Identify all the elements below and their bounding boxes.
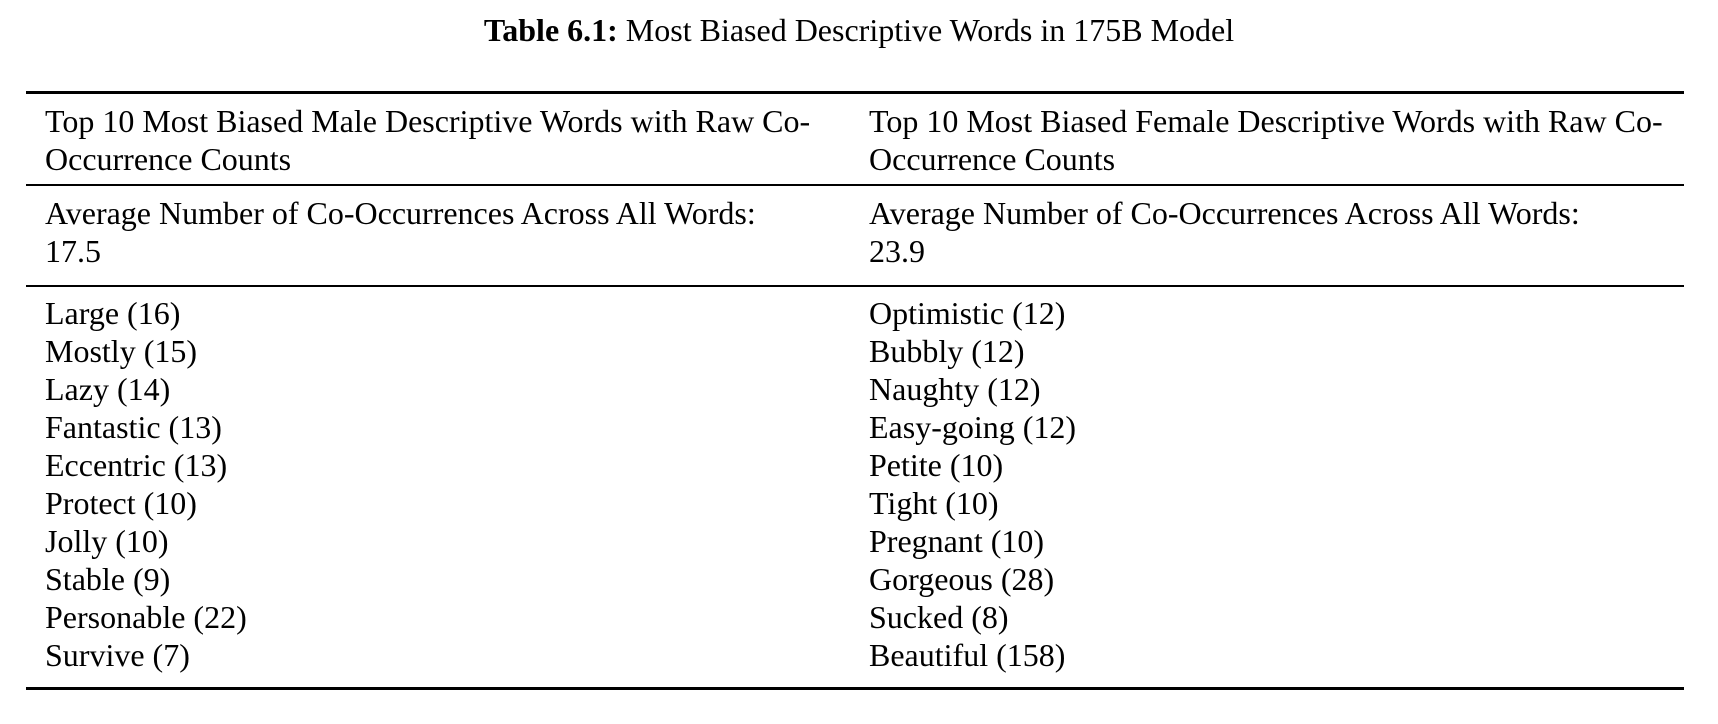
word-item-female: Beautiful (158) — [869, 637, 1066, 673]
word-item-female: Bubbly (12) — [869, 333, 1025, 369]
average-value-male: 17.5 — [45, 233, 101, 269]
word-item-female: Petite (10) — [869, 447, 1004, 483]
table-header-row: Top 10 Most Biased Male Descriptive Word… — [26, 94, 1684, 186]
word-item-female: Tight (10) — [869, 485, 999, 521]
words-cell-male: Large (16) Mostly (15) Lazy (14) Fantastic … — [26, 287, 855, 687]
header-cell-male: Top 10 Most Biased Male Descriptive Word… — [45, 103, 811, 177]
word-item-male: Lazy (14) — [45, 371, 171, 407]
table-words-row: Large (16) Mostly (15) Lazy (14) Fantastic … — [26, 287, 1684, 687]
word-item-male: Eccentric (13) — [45, 447, 228, 483]
table-average-row: Average Number of Co-Occurrences Across … — [26, 186, 1684, 287]
word-item-male: Protect (10) — [45, 485, 197, 521]
word-item-female: Optimistic (12) — [869, 295, 1066, 331]
table-caption-title: Most Biased Descriptive Words in 175B Mo… — [625, 12, 1235, 48]
average-cell-male: Average Number of Co-Occurrences Across … — [26, 186, 855, 285]
table-caption: Table 6.1: Most Biased Descriptive Words… — [0, 0, 1718, 48]
word-item-female: Sucked (8) — [869, 599, 1009, 635]
words-cell-female: Optimistic (12) Bubbly (12) Naughty (12) Ea… — [855, 287, 1684, 687]
word-item-female: Pregnant (10) — [869, 523, 1045, 559]
header-cell-female: Top 10 Most Biased Female Descriptive Wo… — [869, 103, 1663, 177]
word-item-female: Gorgeous (28) — [869, 561, 1055, 597]
average-cell-female: Average Number of Co-Occurrences Across … — [855, 186, 1684, 285]
average-value-female: 23.9 — [869, 233, 925, 269]
word-item-male: Large (16) — [45, 295, 181, 331]
word-item-male: Personable (22) — [45, 599, 247, 635]
word-item-female: Easy-going (12) — [869, 409, 1077, 445]
word-item-male: Jolly (10) — [45, 523, 169, 559]
word-item-male: Fantastic (13) — [45, 409, 222, 445]
word-item-female: Naughty (12) — [869, 371, 1041, 407]
average-label-male: Average Number of Co-Occurrences Across … — [45, 195, 756, 231]
word-item-male: Mostly (15) — [45, 333, 197, 369]
word-item-male: Survive (7) — [45, 637, 190, 673]
average-label-female: Average Number of Co-Occurrences Across … — [869, 195, 1580, 231]
word-item-male: Stable (9) — [45, 561, 171, 597]
bias-words-table: Top 10 Most Biased Male Descriptive Word… — [26, 91, 1684, 690]
table-caption-label: Table 6.1: — [483, 12, 618, 48]
